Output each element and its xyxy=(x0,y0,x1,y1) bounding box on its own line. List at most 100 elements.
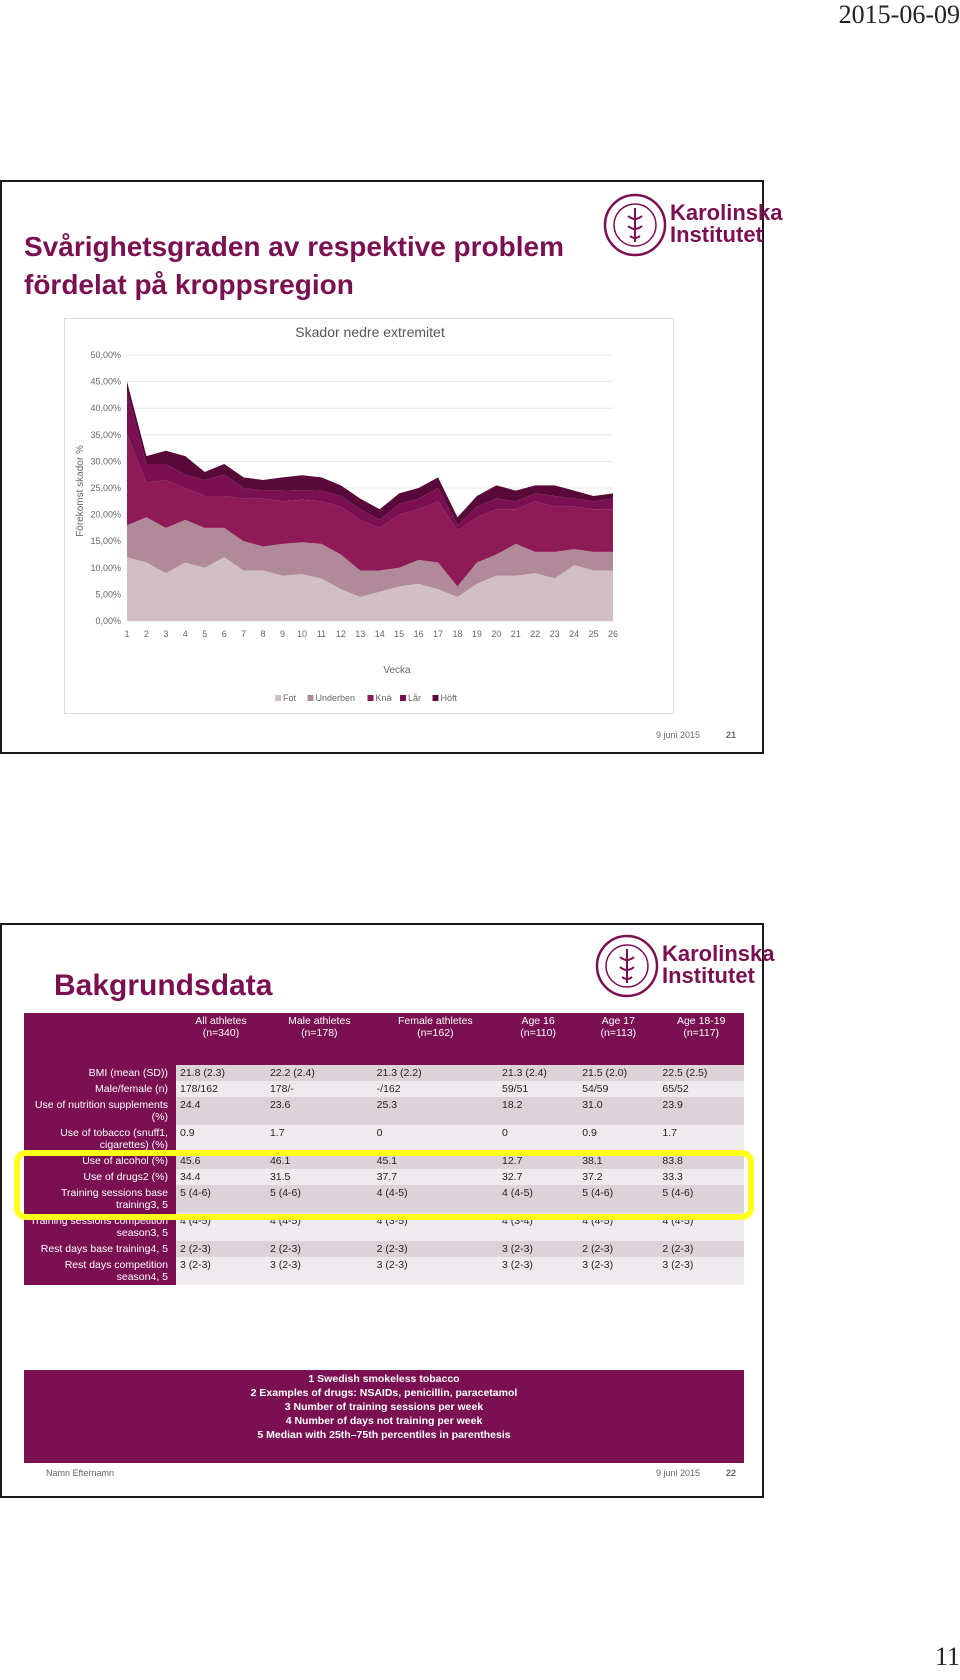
slide-title: Bakgrundsdata xyxy=(54,969,273,1002)
karolinska-logo: Karolinska Institutet xyxy=(602,192,783,262)
logo-text-2: Institutet xyxy=(662,963,755,988)
chart-svg: Skador nedre extremitet Förekomst skador… xyxy=(75,324,618,703)
x-tick-label: 8 xyxy=(261,629,266,639)
table-cell: 2 (2-3) xyxy=(372,1241,498,1257)
table-row: Male/female (n) 178/162 178/- -/162 59/51 54/… xyxy=(24,1081,744,1097)
logo-text-1: Karolinska xyxy=(670,200,783,225)
x-tick-label: 14 xyxy=(375,629,385,639)
table-cell: 178/162 xyxy=(176,1081,266,1097)
y-tick-label: 25,00% xyxy=(90,483,121,493)
legend-swatch xyxy=(367,695,374,701)
table-cell: 3 (2-3) xyxy=(265,1257,373,1285)
table-cell: 23.6 xyxy=(265,1097,373,1125)
slide-title: Svårighetsgraden av respektive problem f… xyxy=(24,228,564,304)
logo-text-2: Institutet xyxy=(670,222,763,247)
slide-background-data: Bakgrundsdata Karolinska Institutet All … xyxy=(0,923,775,1498)
legend-label: Underben xyxy=(316,693,356,703)
table-cell: 25.3 xyxy=(372,1097,498,1125)
x-tick-label: 12 xyxy=(336,629,346,639)
x-tick-label: 11 xyxy=(317,629,326,639)
table-cell: 33.3 xyxy=(658,1169,744,1185)
x-tick-label: 9 xyxy=(280,629,285,639)
y-tick-label: 45,00% xyxy=(90,377,121,387)
table-cell: 21.3 (2.4) xyxy=(497,1065,579,1081)
table-cell: 0 xyxy=(372,1125,498,1153)
table-row: Use of alcohol (%) 45.6 46.1 45.1 12.7 38.1 83… xyxy=(24,1153,744,1169)
x-tick-label: 18 xyxy=(452,629,462,639)
row-label: Training sessions competition season3, 5 xyxy=(24,1213,176,1241)
table-cell: 1.7 xyxy=(658,1125,744,1153)
table-cell: 4 (4-5) xyxy=(578,1213,659,1241)
x-tick-label: 4 xyxy=(183,629,188,639)
table-cell: 24.4 xyxy=(176,1097,266,1125)
x-tick-label: 19 xyxy=(472,629,482,639)
table-cell: 4 (4-5) xyxy=(372,1185,498,1213)
table-cell: 22.2 (2.4) xyxy=(265,1065,373,1081)
table-cell: 3 (2-3) xyxy=(497,1241,579,1257)
x-tick-label: 3 xyxy=(163,629,168,639)
karolinska-seal-icon xyxy=(603,193,667,257)
chart-y-axis-label: Förekomst skador % xyxy=(75,445,86,537)
table-cell: 18.2 xyxy=(497,1097,579,1125)
row-label: Male/female (n) xyxy=(24,1081,176,1097)
x-tick-label: 22 xyxy=(530,629,540,639)
table-header-cell: Female athletes (n=162) xyxy=(372,1013,498,1065)
x-tick-label: 26 xyxy=(608,629,618,639)
y-tick-label: 35,00% xyxy=(90,430,121,440)
legend-swatch xyxy=(432,695,439,701)
logo-wordmark: Karolinska Institutet xyxy=(670,202,783,246)
table-cell: 0.9 xyxy=(578,1125,659,1153)
row-label: Use of tobacco (snuff1, cigarettes) (%) xyxy=(24,1125,176,1153)
y-tick-label: 50,00% xyxy=(90,350,121,360)
area-series-fot xyxy=(127,557,613,621)
slide-footer-date: 9 juni 2015 xyxy=(655,1468,700,1478)
area-series-höft xyxy=(127,381,613,526)
y-tick-label: 20,00% xyxy=(90,510,121,520)
table-cell: 3 (2-3) xyxy=(578,1257,659,1285)
x-tick-label: 5 xyxy=(202,629,207,639)
x-tick-label: 20 xyxy=(491,629,501,639)
y-tick-label: 0,00% xyxy=(95,616,121,626)
row-label: Rest days base training4, 5 xyxy=(24,1241,176,1257)
table-cell: 5 (4-6) xyxy=(265,1185,373,1213)
logo-wordmark: Karolinska Institutet xyxy=(662,943,775,987)
table-row: Rest days competition season4, 5 3 (2-3) 3… xyxy=(24,1257,744,1285)
table-cell: 32.7 xyxy=(497,1169,579,1185)
table-cell: 4 (4-5) xyxy=(658,1213,744,1241)
title-line-1: Svårighetsgraden av respektive problem xyxy=(24,231,564,262)
y-tick-label: 10,00% xyxy=(90,563,121,573)
logo-text-1: Karolinska xyxy=(662,941,775,966)
table-cell: 45.6 xyxy=(176,1153,266,1169)
chart-title: Skador nedre extremitet xyxy=(295,324,445,340)
table-cell: 46.1 xyxy=(265,1153,373,1169)
table-row: Training sessions competition season3, 5… xyxy=(24,1213,744,1241)
area-series-underben xyxy=(127,517,613,598)
table-header-cell: Age 16 (n=110) xyxy=(497,1013,579,1065)
table-cell: 31.5 xyxy=(265,1169,373,1185)
table-row: Use of drugs2 (%) 34.4 31.5 37.7 32.7 37.2 33.… xyxy=(24,1169,744,1185)
legend-swatch xyxy=(307,695,314,701)
table-row: Use of nutrition supplements (%) 24.4 23.6… xyxy=(24,1097,744,1125)
table-cell: 5 (4-6) xyxy=(578,1185,659,1213)
row-label: Use of drugs2 (%) xyxy=(24,1169,176,1185)
table-footnotes: 1 Swedish smokeless tobacco 2 Examples o… xyxy=(24,1370,744,1463)
area-series-knä xyxy=(127,434,613,587)
table-cell: 34.4 xyxy=(176,1169,266,1185)
title-line-2: fördelat på kroppsregion xyxy=(24,269,354,300)
slide-injury-chart: Svårighetsgraden av respektive problem f… xyxy=(0,180,783,754)
table-cell: 22.5 (2.5) xyxy=(658,1065,744,1081)
table-cell: 59/51 xyxy=(497,1081,579,1097)
x-tick-label: 10 xyxy=(297,629,307,639)
table-header-cell: Age 18-19 (n=117) xyxy=(658,1013,744,1065)
table-cell: 12.7 xyxy=(497,1153,579,1169)
footnote: 4 Number of days not training per week xyxy=(285,1415,483,1427)
x-tick-label: 1 xyxy=(124,629,129,639)
footnote: 3 Number of training sessions per week xyxy=(284,1401,484,1413)
row-label: Rest days competition season4, 5 xyxy=(24,1257,176,1285)
table-cell: 4 (3-4) xyxy=(497,1213,579,1241)
table-header-cell: Male athletes (n=178) xyxy=(265,1013,373,1065)
legend-label: Lår xyxy=(408,693,421,703)
table-header-cell: All athletes (n=340) xyxy=(176,1013,266,1065)
row-label: BMI (mean (SD)) xyxy=(24,1065,176,1081)
table-cell: 4 (4-5) xyxy=(265,1213,373,1241)
